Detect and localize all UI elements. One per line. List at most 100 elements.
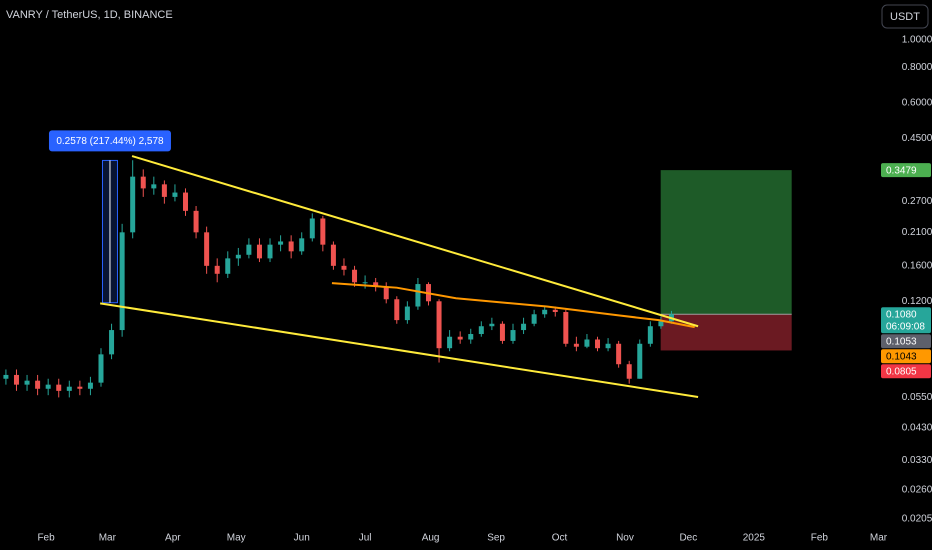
- y-tick-label: 0.2100: [902, 227, 932, 238]
- y-tick-label: 0.8000: [902, 62, 932, 73]
- candle-body: [468, 334, 474, 340]
- candle-body: [3, 374, 9, 379]
- candle-body: [330, 244, 336, 266]
- candle-body: [626, 364, 632, 379]
- x-tick-label: Jul: [359, 533, 372, 544]
- y-tick-label: 0.1600: [902, 260, 932, 271]
- candle-body: [362, 282, 368, 284]
- candle-body: [193, 210, 199, 233]
- x-tick-label: Feb: [811, 533, 829, 544]
- candle-body: [288, 241, 294, 252]
- candle-body: [246, 244, 252, 255]
- candle-body: [415, 284, 421, 307]
- candle-body: [637, 343, 643, 379]
- candle-body: [119, 232, 125, 331]
- x-tick-label: Mar: [870, 533, 888, 544]
- candle-body: [161, 184, 167, 197]
- candle-body: [278, 241, 284, 245]
- candle-body: [13, 374, 19, 385]
- price-tag: [881, 307, 931, 334]
- price-tag-label: 0.1080: [886, 309, 917, 320]
- price-tag-countdown: 06:09:08: [886, 321, 925, 332]
- candle-body: [352, 269, 358, 283]
- trend-line: [131, 155, 699, 328]
- candle-body: [542, 309, 548, 315]
- currency-label: USDT: [890, 11, 920, 23]
- candle-body: [383, 286, 389, 300]
- candle-body: [214, 265, 220, 274]
- candle-body: [225, 258, 231, 274]
- price-tag-label: 0.1053: [886, 336, 917, 347]
- price-tag-label: 0.3479: [886, 165, 917, 176]
- x-tick-label: Oct: [552, 533, 568, 544]
- plot-area: [3, 155, 792, 398]
- price-tag: [881, 349, 931, 364]
- x-tick-label: Nov: [616, 533, 634, 544]
- candle-body: [531, 314, 537, 324]
- moving-average: [331, 282, 695, 329]
- candle-body: [563, 312, 569, 344]
- y-tick-label: 0.2700: [902, 196, 932, 207]
- candle-body: [98, 354, 104, 383]
- y-tick-label: 0.0260: [902, 484, 932, 495]
- candle-body: [130, 176, 136, 233]
- candle-body: [605, 343, 611, 349]
- candle-body: [584, 339, 590, 347]
- x-tick-label: Mar: [99, 533, 117, 544]
- x-tick-label: Sep: [487, 533, 505, 544]
- candle-body: [77, 386, 83, 389]
- candle-body: [436, 301, 442, 349]
- candle-body: [45, 384, 51, 389]
- price-tag-label: 0.0805: [886, 366, 917, 377]
- candle-body: [24, 380, 30, 385]
- candle-body: [573, 343, 579, 347]
- price-tag: [881, 334, 931, 349]
- candle-body: [457, 336, 463, 340]
- price-tag-label: 0.1043: [886, 351, 917, 362]
- candle-body: [140, 176, 146, 189]
- measure-label-bg: [48, 130, 171, 152]
- x-tick-label: Aug: [422, 533, 440, 544]
- loss-zone: [660, 314, 792, 351]
- candle-body: [299, 238, 305, 252]
- candle-body: [341, 265, 347, 270]
- x-tick-label: May: [227, 533, 246, 544]
- candle-body: [66, 386, 72, 391]
- price-tag: [881, 364, 931, 379]
- y-tick-label: 0.0205: [902, 514, 932, 525]
- candle-body: [394, 299, 400, 321]
- y-tick-label: 0.0430: [902, 422, 932, 433]
- candle-body: [151, 184, 157, 189]
- x-tick-label: Jun: [294, 533, 310, 544]
- candle-body: [35, 380, 41, 389]
- candle-body: [658, 321, 664, 327]
- profit-zone: [660, 170, 792, 315]
- candle-body: [447, 336, 453, 349]
- candle-body: [478, 326, 484, 335]
- candle-body: [309, 218, 315, 239]
- candle-body: [404, 306, 410, 321]
- currency-button[interactable]: [881, 4, 929, 29]
- candle-body: [204, 232, 210, 266]
- candle-body: [172, 192, 178, 197]
- candle-body: [183, 192, 189, 211]
- candle-body: [56, 384, 62, 391]
- candle-body: [647, 326, 653, 344]
- candle-body: [320, 218, 326, 245]
- candle-body: [109, 330, 115, 355]
- x-tick-label: 2025: [743, 533, 766, 544]
- measure-label: 0.2578 (217.44%) 2,578: [56, 136, 164, 147]
- price-tag: [881, 163, 931, 178]
- y-tick-label: 1.0000: [902, 35, 932, 46]
- candle-body: [373, 282, 379, 287]
- candle-body: [267, 244, 273, 259]
- x-tick-label: Apr: [165, 533, 181, 544]
- y-tick-label: 0.1200: [902, 296, 932, 307]
- y-tick-label: 0.0330: [902, 455, 932, 466]
- trend-line: [99, 302, 699, 398]
- candle-body: [552, 309, 558, 313]
- candle-body: [489, 323, 495, 327]
- y-tick-label: 0.4500: [902, 133, 932, 144]
